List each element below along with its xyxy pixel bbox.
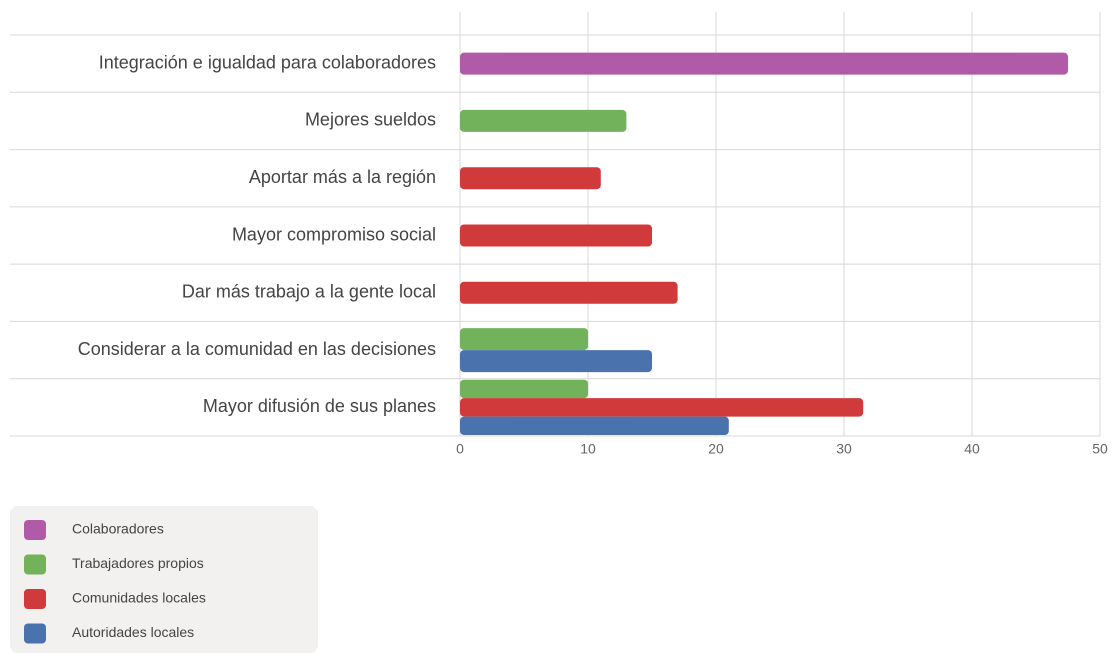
x-tick-label: 0 xyxy=(456,441,464,457)
bar xyxy=(460,109,627,132)
legend-label: Trabajadores propios xyxy=(72,555,204,571)
category-label: Mayor difusión de sus planes xyxy=(203,396,436,416)
bar xyxy=(460,281,678,304)
bar xyxy=(460,167,601,190)
x-tick-label: 10 xyxy=(580,441,596,457)
legend-swatch xyxy=(24,589,46,609)
legend-swatch xyxy=(24,520,46,540)
bar xyxy=(460,52,1068,75)
bar xyxy=(460,416,729,435)
x-tick-label: 50 xyxy=(1092,441,1108,457)
category-label: Aportar más a la región xyxy=(249,167,436,187)
bar xyxy=(460,350,652,373)
bar xyxy=(460,398,864,417)
bar xyxy=(460,328,588,351)
legend-label: Comunidades locales xyxy=(72,590,206,606)
legend-swatch xyxy=(24,554,46,575)
bar xyxy=(460,224,652,247)
x-tick-label: 30 xyxy=(836,441,852,457)
legend-box xyxy=(10,506,318,653)
x-tick-label: 20 xyxy=(708,441,724,457)
legend-label: Colaboradores xyxy=(72,521,164,537)
bar xyxy=(460,379,588,399)
category-label: Dar más trabajo a la gente local xyxy=(182,282,436,302)
x-tick-label: 40 xyxy=(964,441,980,457)
category-label: Mayor compromiso social xyxy=(232,224,436,244)
legend-swatch xyxy=(24,623,46,644)
category-label: Integración e igualdad para colaboradore… xyxy=(99,52,436,72)
category-label: Considerar a la comunidad en las decisio… xyxy=(78,339,436,359)
legend-label: Autoridades locales xyxy=(72,624,194,640)
category-label: Mejores sueldos xyxy=(305,110,436,130)
